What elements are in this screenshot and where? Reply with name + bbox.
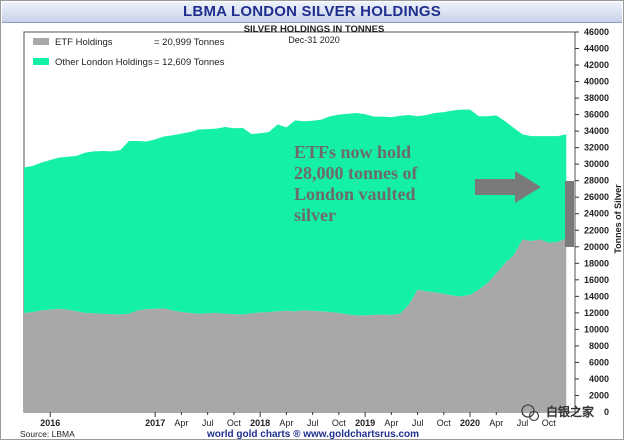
y-tick-label: 32000 (584, 143, 609, 153)
legend-value-other: = 12,609 Tonnes (154, 57, 225, 68)
y-tick-label: 42000 (584, 60, 609, 70)
y-tick-label: 2000 (589, 390, 609, 400)
annotation-line-2: 28,000 tonnes of (294, 163, 419, 183)
annotation-arrow (475, 171, 541, 203)
y-tick-label: 40000 (584, 77, 609, 87)
x-tick-label: 2017 (145, 418, 165, 428)
legend-label-other: Other London Holdings (55, 57, 153, 68)
y-tick-label: 18000 (584, 258, 609, 268)
footer-link[interactable]: world gold charts ® www.goldchartsrus.co… (206, 429, 419, 440)
x-tick-label: Oct (542, 418, 557, 428)
x-tick-label: Apr (279, 418, 293, 428)
y-tick-label: 36000 (584, 110, 609, 120)
legend-label-etf: ETF Holdings (55, 37, 113, 48)
x-tick-label: Oct (227, 418, 242, 428)
x-tick-label: Apr (174, 418, 188, 428)
legend: ETF Holdings = 20,999 Tonnes Other Londo… (33, 37, 225, 68)
y-tick-label: 26000 (584, 192, 609, 202)
legend-swatch-other (33, 58, 49, 65)
y-tick-label: 46000 (584, 27, 609, 37)
y-tick-label: 34000 (584, 126, 609, 136)
x-tick-label: 2019 (355, 418, 375, 428)
wechat-icon-inner (528, 410, 540, 422)
x-tick-label: 2018 (250, 418, 270, 428)
chart-subtitle: SILVER HOLDINGS IN TONNES (244, 24, 385, 35)
y-tick-label: 30000 (584, 159, 609, 169)
y-tick-label: 6000 (589, 357, 609, 367)
y-tick-label: 16000 (584, 275, 609, 285)
x-tick-label: Jul (307, 418, 319, 428)
y-axis: 0 2000 4000 6000 8000 10000 12000 14000 16000 180… (575, 27, 609, 417)
y-tick-label: 14000 (584, 291, 609, 301)
x-tick-label: 2020 (460, 418, 480, 428)
legend-swatch-etf (33, 38, 49, 45)
y-tick-label: 38000 (584, 93, 609, 103)
series-areas (24, 109, 567, 412)
y-tick-label: 8000 (589, 341, 609, 351)
annotation-bracket (565, 181, 574, 247)
y-tick-label: 20000 (584, 242, 609, 252)
annotation: ETFs now hold 28,000 tonnes of London va… (294, 142, 574, 247)
other-london-holdings-area (24, 109, 567, 316)
y-tick-label: 10000 (584, 324, 609, 334)
annotation-line-3: London vaulted (294, 184, 416, 204)
x-tick-label: Jul (517, 418, 529, 428)
annotation-line-1: ETFs now hold (294, 142, 411, 162)
y-tick-label: 4000 (589, 374, 609, 384)
y-tick-label: 28000 (584, 176, 609, 186)
y-axis-label: Tonnes of Silver (613, 184, 623, 254)
x-tick-label: Oct (437, 418, 452, 428)
y-tick-label: 24000 (584, 209, 609, 219)
x-axis: 2016 2017 Apr Jul Oct 2018 Apr Jul Oct 2019 Apr Jul… (40, 412, 556, 428)
y-tick-label: 0 (604, 407, 609, 417)
x-tick-label: Oct (332, 418, 347, 428)
x-tick-label: Jul (412, 418, 424, 428)
x-tick-label: Apr (489, 418, 503, 428)
title-bar: LBMA LONDON SILVER HOLDINGS (2, 2, 622, 23)
x-tick-label: Jul (202, 418, 214, 428)
chart-title: LBMA LONDON SILVER HOLDINGS (183, 3, 441, 20)
date-label: Dec-31 2020 (288, 35, 340, 45)
source-label: Source: LBMA (20, 429, 75, 439)
y-tick-label: 22000 (584, 225, 609, 235)
y-tick-label: 44000 (584, 44, 609, 54)
etf-holdings-area (24, 238, 567, 412)
annotation-line-4: silver (294, 205, 336, 225)
x-tick-label: Apr (384, 418, 398, 428)
y-tick-label: 12000 (584, 308, 609, 318)
legend-value-etf: = 20,999 Tonnes (154, 37, 225, 48)
watermark-text: 白银之家 (546, 404, 595, 419)
watermark: 白银之家 (521, 404, 595, 422)
x-tick-label: 2016 (40, 418, 60, 428)
